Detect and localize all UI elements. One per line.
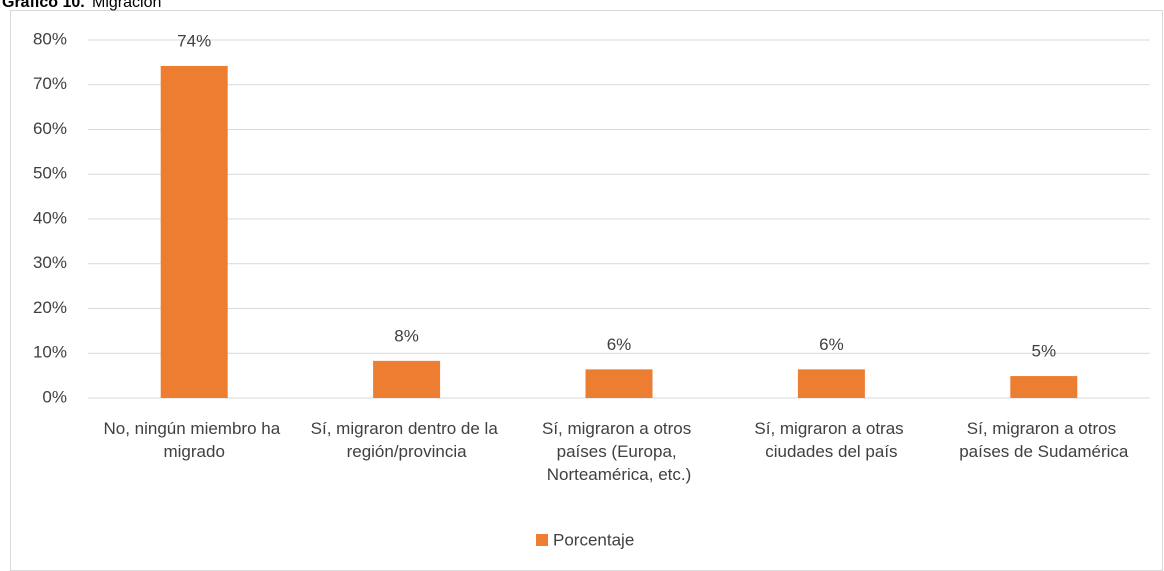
x-tick-label: Sí, migraron a otras ciudades del país — [754, 419, 908, 461]
y-tick-label: 40% — [33, 208, 67, 227]
y-tick-label: 10% — [33, 343, 67, 362]
title-background — [0, 0, 270, 10]
title-label: Gráfico 10. — [2, 0, 85, 11]
y-tick-label: 70% — [33, 74, 67, 93]
data-label: 74% — [177, 31, 211, 50]
x-tick-label: Sí, migraron dentro de la región/provinc… — [311, 419, 503, 461]
y-tick-label: 80% — [33, 29, 67, 48]
bar — [160, 65, 228, 398]
x-tick-label: No, ningún miembro ha migrado — [103, 419, 284, 461]
x-tick-label: Sí, migraron a otros países (Europa, Nor… — [542, 419, 696, 484]
chart-title: Migración — [92, 0, 161, 11]
x-tick-label: Sí, migraron a otros países de Sudaméric… — [959, 419, 1129, 461]
data-label: 6% — [607, 335, 632, 354]
data-label: 6% — [819, 335, 844, 354]
y-tick-label: 0% — [42, 387, 67, 406]
y-tick-label: 50% — [33, 164, 67, 183]
data-label: 8% — [394, 326, 419, 345]
legend-label: Porcentaje — [553, 530, 634, 549]
data-label: 5% — [1032, 342, 1057, 361]
y-tick-label: 30% — [33, 253, 67, 272]
bar — [585, 369, 653, 398]
y-tick-label: 20% — [33, 298, 67, 317]
bar — [1010, 376, 1078, 398]
legend-swatch — [536, 534, 548, 546]
bar — [797, 369, 865, 398]
y-tick-label: 60% — [33, 119, 67, 138]
bar — [373, 360, 441, 398]
